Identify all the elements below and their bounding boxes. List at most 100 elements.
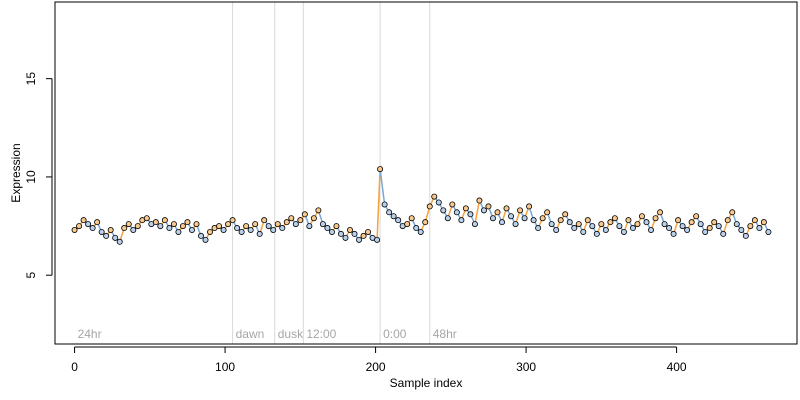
phase-annotation: dawn bbox=[236, 327, 265, 341]
data-point bbox=[395, 217, 402, 224]
change-segment bbox=[474, 200, 481, 225]
x-tick-label: 300 bbox=[516, 360, 536, 374]
data-point bbox=[657, 209, 664, 216]
data-point bbox=[458, 217, 465, 224]
data-point bbox=[562, 211, 569, 218]
data-point bbox=[103, 232, 110, 239]
data-point bbox=[76, 223, 83, 230]
data-point bbox=[283, 219, 290, 226]
data-point bbox=[315, 207, 322, 214]
data-point bbox=[161, 217, 168, 224]
data-point bbox=[184, 219, 191, 226]
data-points bbox=[71, 166, 772, 245]
data-point bbox=[480, 207, 487, 214]
data-point bbox=[697, 221, 704, 228]
data-point bbox=[426, 203, 433, 210]
data-point bbox=[526, 203, 533, 210]
data-point bbox=[324, 225, 331, 232]
change-segment bbox=[376, 169, 381, 240]
data-point bbox=[607, 219, 614, 226]
y-axis: 5 10 15 bbox=[24, 72, 53, 279]
data-point bbox=[288, 215, 295, 222]
data-point bbox=[256, 230, 263, 237]
data-point bbox=[238, 228, 245, 235]
data-point bbox=[431, 193, 438, 200]
data-point bbox=[301, 211, 308, 218]
data-point bbox=[297, 217, 304, 224]
data-point bbox=[544, 209, 551, 216]
data-point bbox=[220, 226, 227, 233]
data-point bbox=[157, 223, 164, 230]
data-point bbox=[684, 226, 691, 233]
data-point bbox=[374, 236, 381, 243]
data-point bbox=[116, 238, 123, 245]
data-point bbox=[365, 228, 372, 235]
data-point bbox=[512, 221, 519, 228]
data-point bbox=[310, 215, 317, 222]
data-point bbox=[179, 223, 186, 230]
data-point bbox=[530, 217, 537, 224]
data-point bbox=[724, 217, 731, 224]
data-point bbox=[225, 221, 232, 228]
data-point bbox=[589, 223, 596, 230]
data-point bbox=[616, 223, 623, 230]
data-point bbox=[593, 230, 600, 237]
data-point bbox=[98, 228, 105, 235]
data-point bbox=[706, 225, 713, 232]
data-point bbox=[517, 207, 524, 214]
y-axis-label: Expression bbox=[9, 143, 23, 202]
data-point bbox=[417, 228, 424, 235]
data-point bbox=[404, 221, 411, 228]
data-point bbox=[270, 226, 277, 233]
data-point bbox=[134, 223, 141, 230]
data-point bbox=[666, 225, 673, 232]
data-point bbox=[715, 223, 722, 230]
data-point bbox=[751, 217, 758, 224]
data-point bbox=[360, 232, 367, 239]
data-point bbox=[521, 215, 528, 222]
data-point bbox=[476, 197, 483, 204]
data-point bbox=[625, 217, 632, 224]
x-axis-label: Sample index bbox=[390, 376, 463, 390]
data-point bbox=[89, 225, 96, 232]
data-point bbox=[584, 217, 591, 224]
y-tick-label: 10 bbox=[24, 170, 38, 184]
data-point bbox=[449, 201, 456, 208]
data-point bbox=[413, 225, 420, 232]
change-segment bbox=[379, 168, 386, 205]
data-point bbox=[152, 219, 159, 226]
data-point bbox=[261, 217, 268, 224]
data-point bbox=[175, 228, 182, 235]
x-tick-label: 100 bbox=[215, 360, 235, 374]
phase-annotation: dusk bbox=[278, 327, 304, 341]
y-tick-label: 5 bbox=[24, 272, 38, 279]
phase-annotation: 12:00 bbox=[306, 327, 336, 341]
data-point bbox=[234, 225, 241, 232]
data-point bbox=[485, 203, 492, 210]
data-point bbox=[548, 221, 555, 228]
phase-lines bbox=[232, 2, 431, 344]
data-point bbox=[494, 209, 501, 216]
data-point bbox=[143, 215, 150, 222]
data-point bbox=[386, 209, 393, 216]
data-point bbox=[738, 226, 745, 233]
data-point bbox=[688, 219, 695, 226]
data-point bbox=[381, 201, 388, 208]
data-point bbox=[661, 221, 668, 228]
phase-annotations: 24hr dawn dusk 12:00 0:00 48hr bbox=[78, 327, 457, 341]
data-point bbox=[351, 230, 358, 237]
data-point bbox=[243, 223, 250, 230]
phase-annotation: 48hr bbox=[433, 327, 457, 341]
data-point bbox=[571, 225, 578, 232]
data-point bbox=[702, 228, 709, 235]
data-point bbox=[557, 217, 564, 224]
data-point bbox=[252, 221, 259, 228]
data-point bbox=[643, 219, 650, 226]
data-point bbox=[229, 217, 236, 224]
data-point bbox=[566, 219, 573, 226]
data-point bbox=[390, 213, 397, 220]
data-point bbox=[408, 215, 415, 222]
data-point bbox=[508, 213, 515, 220]
data-point bbox=[440, 207, 447, 214]
data-point bbox=[216, 223, 223, 230]
